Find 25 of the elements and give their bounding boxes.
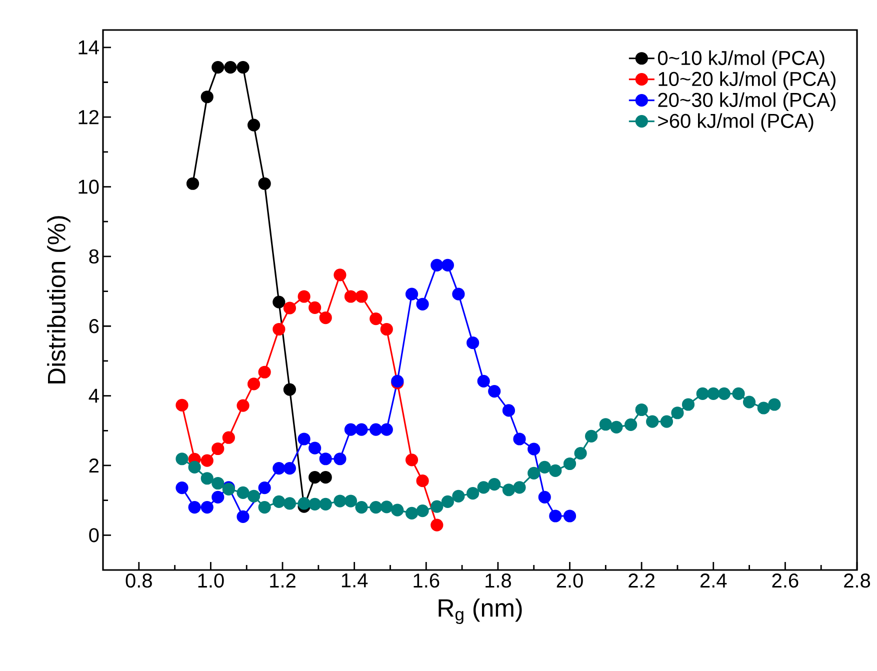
- legend-label: >60 kJ/mol (PCA): [658, 113, 814, 132]
- y-tick-label: 10: [78, 180, 99, 194]
- legend-label: 20~30 kJ/mol (PCA): [658, 92, 836, 111]
- x-tick-label: 2.4: [700, 574, 727, 588]
- x-tick-label: 1.6: [414, 574, 440, 588]
- x-tick-label: 1.0: [198, 574, 224, 588]
- x-tick-label: 1.4: [342, 574, 368, 588]
- y-tick-label: 4: [88, 388, 99, 403]
- y-tick-label: 8: [89, 249, 99, 264]
- y-tick-label: 0: [89, 528, 99, 542]
- y-tick-label: 12: [78, 110, 98, 124]
- x-tick-label: 2.6: [772, 574, 798, 588]
- x-tick-label: 2.8: [844, 574, 870, 588]
- x-tick-label: 2.2: [628, 574, 654, 588]
- legend-label: 0~10 kJ/mol (PCA): [658, 50, 824, 70]
- x-tick-label: 1.2: [270, 574, 296, 588]
- y-axis-title: Distribution (%): [47, 216, 70, 384]
- legend-label: 10~20 kJ/mol (PCA): [658, 71, 836, 90]
- x-axis-title: R$_{g}$ (nm): [438, 598, 522, 624]
- x-tick-label: 1.8: [486, 574, 511, 588]
- y-tick-label: 6: [89, 319, 99, 334]
- x-tick-label: 0.8: [126, 574, 152, 588]
- y-tick-label: 2: [89, 458, 98, 472]
- x-tick-label: 2.0: [556, 574, 583, 588]
- y-tick-label: 14: [78, 40, 99, 54]
